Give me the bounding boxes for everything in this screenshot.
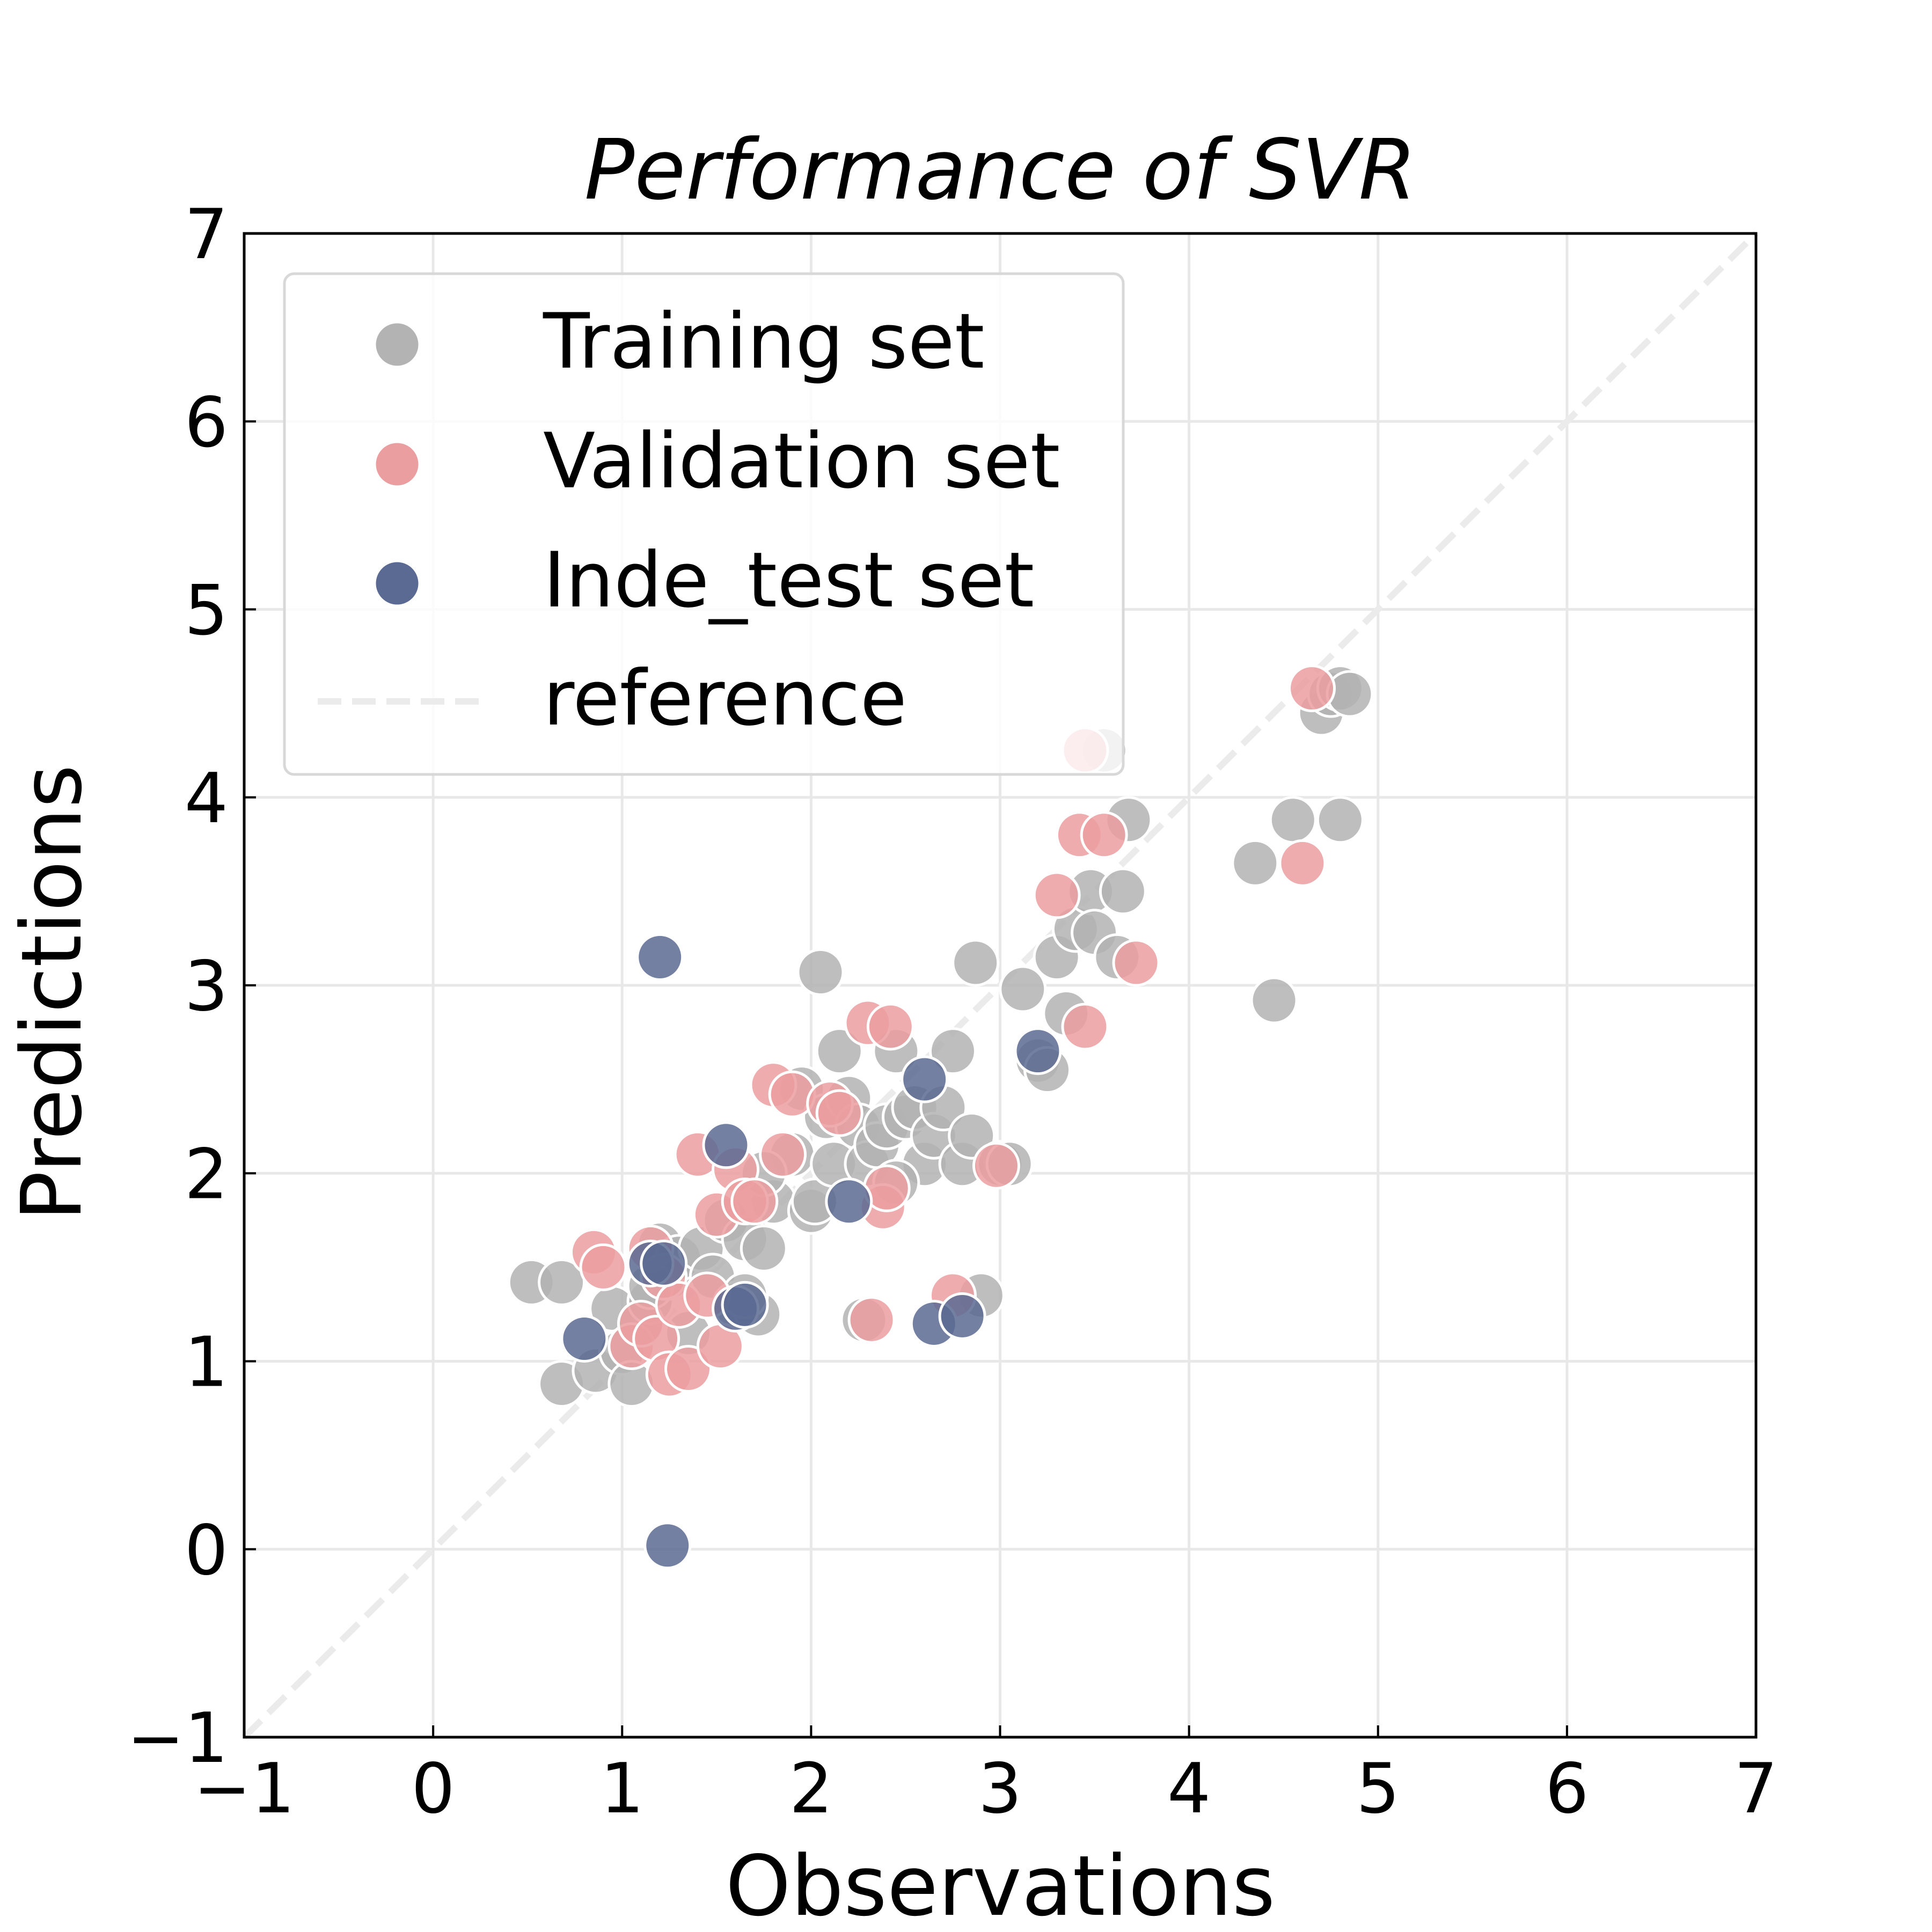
legend-label-training: Training set xyxy=(543,297,984,386)
y-tick-label: 6 xyxy=(185,383,228,463)
data-point-inde-test-set xyxy=(560,1314,609,1363)
data-point-validation-set xyxy=(1288,664,1336,713)
data-point-validation-set xyxy=(1080,811,1128,859)
x-axis-title: Observations xyxy=(726,1838,1276,1932)
data-point-training-set xyxy=(952,939,1000,987)
data-point-validation-set xyxy=(1112,939,1160,987)
x-tick-label: −1 xyxy=(194,1749,295,1829)
data-point-training-set xyxy=(1099,867,1147,916)
data-point-training-set xyxy=(796,948,845,996)
data-point-inde-test-set xyxy=(640,1239,688,1287)
data-point-inde-test-set xyxy=(825,1177,873,1226)
x-tick-label: 2 xyxy=(789,1749,833,1829)
data-point-validation-set xyxy=(1061,1002,1109,1051)
data-point-training-set xyxy=(1269,796,1317,844)
legend-label-validation: Validation set xyxy=(543,417,1060,506)
data-point-training-set xyxy=(999,965,1047,1013)
x-tick-label: 7 xyxy=(1734,1749,1777,1829)
data-point-validation-set xyxy=(815,1089,863,1137)
data-point-inde-test-set xyxy=(901,1055,949,1103)
legend-label-inde-test: Inde_test set xyxy=(543,536,1034,625)
data-point-inde-test-set xyxy=(938,1292,986,1340)
y-tick-label: 1 xyxy=(185,1323,228,1403)
legend-marker-inde-test xyxy=(373,559,421,608)
x-tick-label: 3 xyxy=(978,1749,1022,1829)
data-point-validation-set xyxy=(759,1130,807,1179)
legend-label-reference: reference xyxy=(543,654,907,743)
y-tick-label: 2 xyxy=(185,1135,228,1214)
data-point-training-set xyxy=(1316,796,1364,844)
data-point-validation-set xyxy=(866,1002,914,1051)
legend-box xyxy=(283,272,1125,776)
y-axis-title: Predictions xyxy=(3,765,100,1221)
data-point-inde-test-set xyxy=(1014,1027,1062,1075)
axis-ticks: −1−1 0 0 1 1 2 2 3 3 4 4 5 5 6 6 7 7 xyxy=(127,195,1777,1829)
y-tick-label: 4 xyxy=(185,759,228,839)
x-tick-label: 4 xyxy=(1167,1749,1211,1829)
chart-title: Performance of SVR xyxy=(584,121,1417,218)
legend: Training set Validation set Inde_test se… xyxy=(283,272,1125,776)
legend-marker-training xyxy=(373,320,421,369)
data-point-training-set xyxy=(538,1258,586,1306)
data-point-inde-test-set xyxy=(643,1521,692,1570)
data-point-training-set xyxy=(1250,976,1298,1024)
y-tick-label: 5 xyxy=(185,571,228,651)
data-point-validation-set xyxy=(847,1296,896,1344)
data-point-training-set xyxy=(815,1027,863,1075)
data-point-training-set xyxy=(928,1027,977,1075)
data-point-training-set xyxy=(1231,839,1279,887)
data-point-validation-set xyxy=(1278,839,1327,887)
data-point-training-set xyxy=(740,1224,788,1272)
data-point-inde-test-set xyxy=(702,1121,750,1169)
y-tick-label: −1 xyxy=(127,1699,228,1779)
data-point-validation-set xyxy=(972,1141,1020,1190)
data-point-validation-set xyxy=(730,1177,779,1226)
x-tick-label: 0 xyxy=(411,1749,455,1829)
x-tick-label: 5 xyxy=(1356,1749,1400,1829)
y-tick-label: 0 xyxy=(185,1511,228,1591)
x-tick-label: 1 xyxy=(601,1749,644,1829)
data-point-inde-test-set xyxy=(636,933,684,981)
x-tick-label: 6 xyxy=(1545,1749,1589,1829)
data-point-inde-test-set xyxy=(721,1280,769,1329)
legend-marker-validation xyxy=(373,440,421,488)
y-tick-label: 3 xyxy=(185,947,228,1027)
data-point-validation-set xyxy=(1033,871,1081,919)
y-tick-label: 7 xyxy=(185,195,228,275)
data-point-validation-set xyxy=(579,1243,627,1291)
